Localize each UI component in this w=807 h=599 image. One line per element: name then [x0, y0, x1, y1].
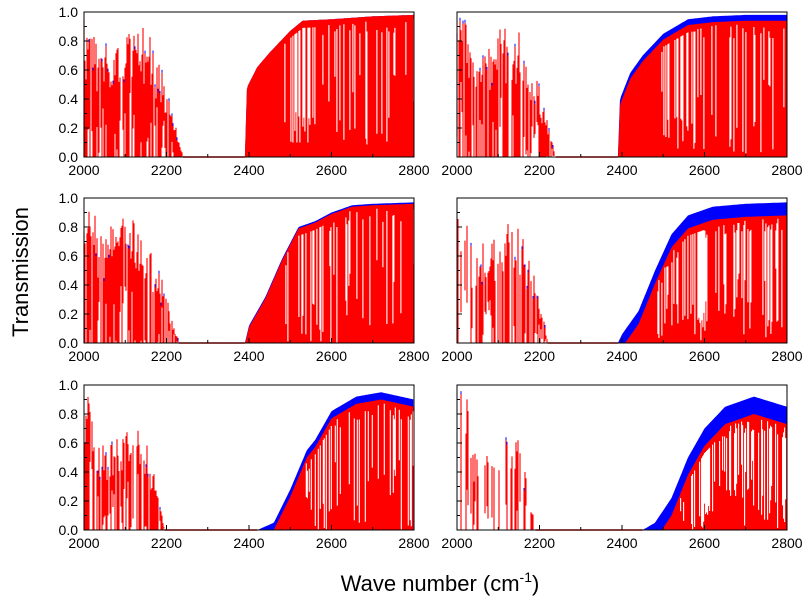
- x-axis-title: Wave number (cm-1): [341, 569, 540, 596]
- x-axis-title-close: ): [532, 571, 539, 596]
- series-upper-spikes: [470, 242, 546, 328]
- x-tick-label: 2200: [151, 535, 182, 551]
- absorption-gaps: [680, 419, 787, 530]
- x-tick-label: 2600: [316, 535, 347, 551]
- absorption-gaps: [657, 218, 783, 341]
- x-tick-label: 2000: [441, 348, 472, 364]
- x-tick-label: 2600: [689, 535, 720, 551]
- y-tick-label: 0.0: [59, 149, 79, 165]
- series-upper-spikes: [95, 244, 179, 341]
- x-tick-label: 2400: [606, 162, 637, 178]
- series-lower-spikes: [84, 396, 165, 530]
- x-tick-label: 2200: [151, 162, 182, 178]
- series-lower-spikes: [457, 219, 548, 343]
- x-tick-label: 2200: [524, 162, 555, 178]
- x-tick-label: 2600: [316, 162, 347, 178]
- x-tick-label: 2800: [771, 348, 802, 364]
- x-tick-label: 2800: [398, 162, 429, 178]
- panel-row3-right: 2000 2200 2400 2600 2800: [441, 384, 803, 551]
- y-tick-label: 1.0: [59, 4, 79, 20]
- panel-row1-right: 2000 2200 2400 2600 2800: [441, 11, 803, 178]
- x-tick-label: 2000: [441, 535, 472, 551]
- y-tick-label: 0.6: [59, 435, 79, 451]
- panel-row3-left: 2000 2200 2400 2600 2800 0.0 0.2 0.4 0.6 0.8 1.0: [59, 377, 430, 551]
- y-tick-label: 0.4: [59, 277, 79, 293]
- panel-row2-left: 2000 2200 2400 2600 2800 0.0 0.2 0.4 0.6 0.8 1.0: [59, 190, 430, 364]
- series-upper-spikes: [459, 17, 554, 148]
- y-tick-label: 1.0: [59, 377, 79, 393]
- absorption-gaps: [305, 403, 414, 530]
- x-tick-label: 2400: [606, 535, 637, 551]
- series-lower-spikes: [83, 211, 179, 343]
- panel-row1-left: 2000 2200 2400 2600 2800 0.0 0.2 0.4 0.6 0.8 1.0: [59, 4, 430, 178]
- panel-row2-right: 2000 2200 2400 2600 2800: [441, 197, 803, 364]
- series-lower-spikes: [456, 20, 555, 157]
- y-tick-label: 0.2: [59, 306, 79, 322]
- series-upper-spikes: [97, 441, 161, 510]
- x-tick-label: 2600: [316, 348, 347, 364]
- y-axis-title: Transmission: [8, 207, 33, 337]
- series-lower-envelope: [617, 20, 787, 158]
- series-lower-envelope: [257, 399, 414, 530]
- y-tick-label: 0.0: [59, 522, 79, 538]
- y-tick-label: 0.2: [59, 120, 79, 136]
- x-tick-label: 2400: [606, 348, 637, 364]
- x-tick-label: 2800: [398, 348, 429, 364]
- x-tick-label: 2600: [689, 348, 720, 364]
- x-tick-label: 2000: [68, 348, 99, 364]
- x-axis-title-main: Wave number (cm: [341, 571, 520, 596]
- y-tick-label: 0.8: [59, 33, 79, 49]
- x-tick-label: 2000: [68, 162, 99, 178]
- x-tick-label: 2000: [441, 162, 472, 178]
- x-tick-label: 2800: [398, 535, 429, 551]
- y-tick-label: 0.6: [59, 248, 79, 264]
- series-lower-spikes: [83, 20, 183, 157]
- series-lower-spikes: [460, 394, 534, 530]
- x-axis-title-sup: -1: [520, 569, 533, 585]
- x-tick-label: 2400: [233, 535, 264, 551]
- x-tick-label: 2400: [233, 348, 264, 364]
- y-tick-label: 0.4: [59, 464, 79, 480]
- x-tick-label: 2600: [689, 162, 720, 178]
- y-tick-label: 0.0: [59, 335, 79, 351]
- x-tick-label: 2200: [151, 348, 182, 364]
- x-tick-label: 2800: [771, 535, 802, 551]
- y-tick-label: 0.6: [59, 62, 79, 78]
- x-tick-label: 2800: [771, 162, 802, 178]
- absorption-gaps: [661, 24, 785, 154]
- y-tick-label: 0.2: [59, 493, 79, 509]
- x-tick-label: 2400: [233, 162, 264, 178]
- x-tick-label: 2000: [68, 535, 99, 551]
- panels-group: 2000 2200 2400 2600 28000.00.20.40.60.81.020…: [59, 4, 803, 551]
- y-tick-label: 0.8: [59, 406, 79, 422]
- absorption-gaps: [285, 208, 415, 343]
- x-tick-label: 2200: [524, 535, 555, 551]
- y-tick-label: 0.4: [59, 91, 79, 107]
- x-tick-label: 2200: [524, 348, 555, 364]
- y-tick-label: 1.0: [59, 190, 79, 206]
- series-lower-envelope: [244, 203, 414, 343]
- y-tick-label: 0.8: [59, 219, 79, 235]
- series-upper-spikes: [460, 391, 525, 491]
- absorption-gaps: [284, 18, 415, 145]
